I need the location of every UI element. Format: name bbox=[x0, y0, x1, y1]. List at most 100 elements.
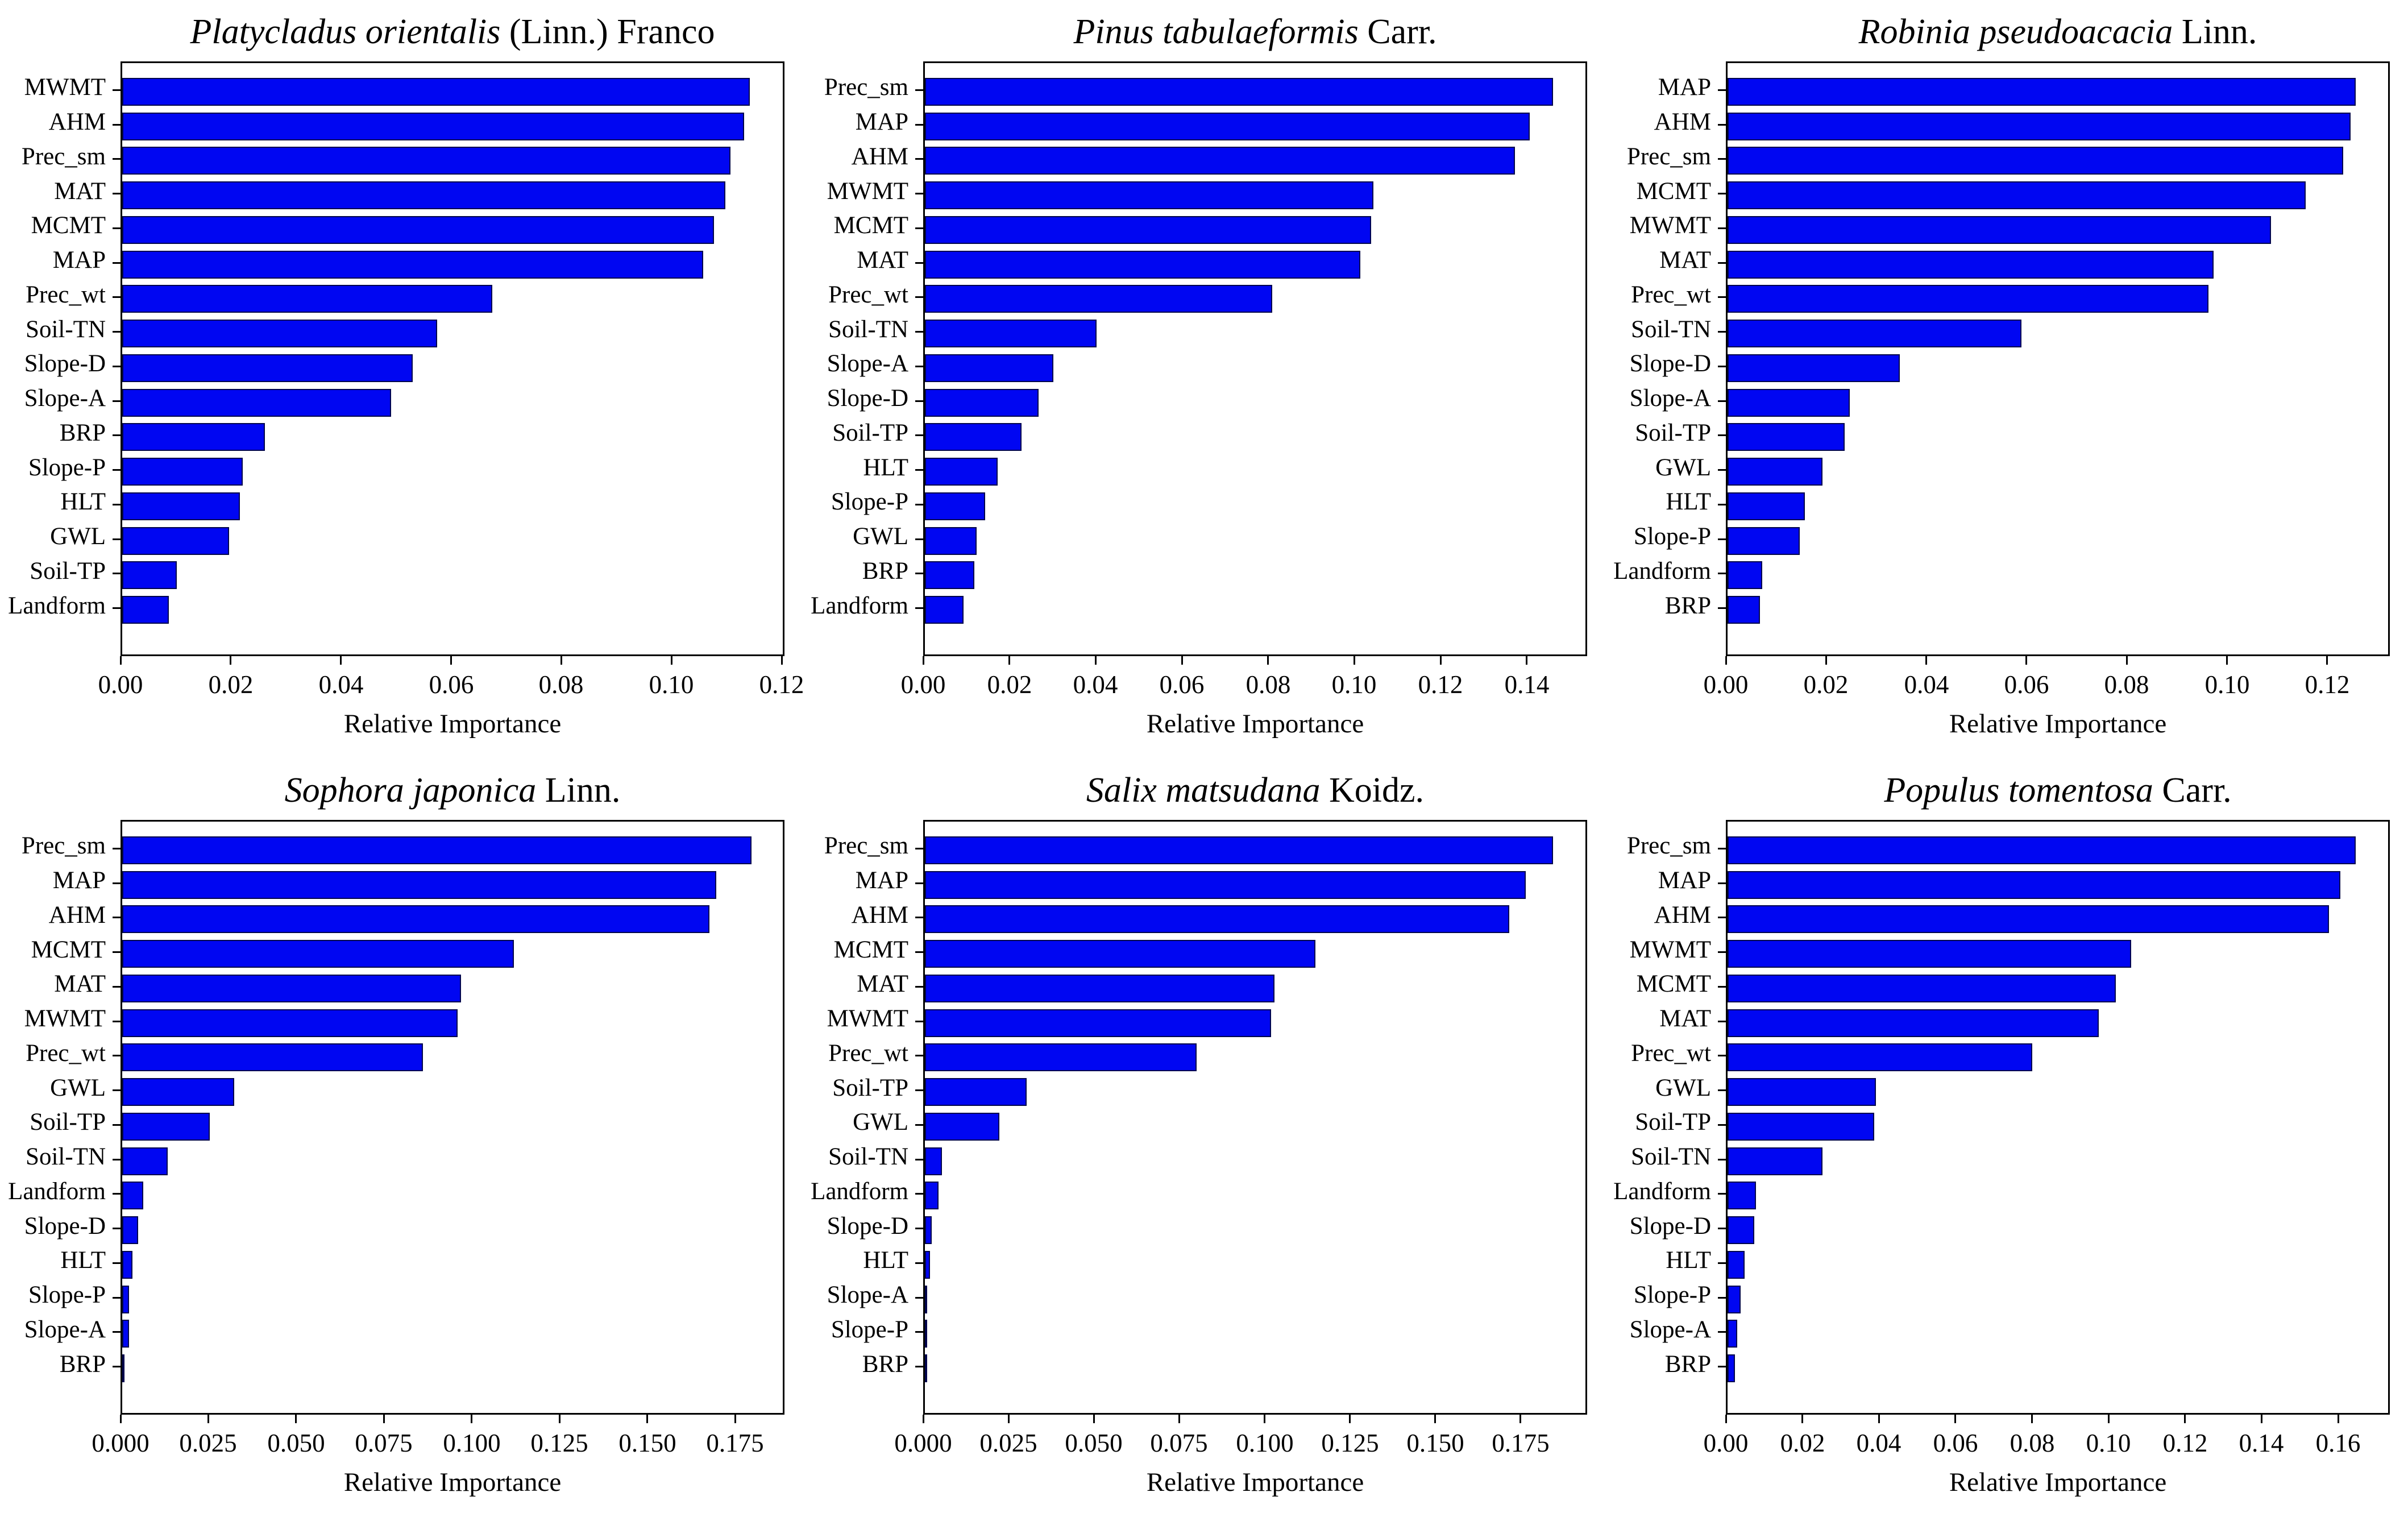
y-tick bbox=[915, 1021, 923, 1022]
y-tick bbox=[915, 1089, 923, 1091]
bar-mcmt bbox=[1728, 975, 2116, 1002]
y-tick bbox=[915, 882, 923, 884]
x-tick bbox=[781, 656, 783, 665]
x-tick bbox=[2326, 656, 2328, 665]
x-tick-label: 0.050 bbox=[1065, 1429, 1123, 1457]
y-tick bbox=[915, 124, 923, 126]
bar-map bbox=[925, 113, 1530, 140]
bar-prec-sm bbox=[1728, 836, 2356, 864]
bar-hlt bbox=[1728, 492, 1805, 520]
y-tick bbox=[113, 331, 121, 333]
y-tick bbox=[113, 227, 121, 229]
x-tick-label: 0.06 bbox=[1159, 670, 1205, 699]
x-tick-label: 0.000 bbox=[92, 1429, 150, 1457]
y-tick bbox=[1718, 89, 1726, 91]
x-tick bbox=[559, 1415, 561, 1423]
bar-slope-d bbox=[925, 389, 1039, 417]
y-tick-label-prec-wt: Prec_wt bbox=[1631, 281, 1711, 308]
y-tick bbox=[1718, 262, 1726, 264]
bar-prec-wt bbox=[925, 285, 1272, 313]
plot-area bbox=[121, 820, 784, 1415]
bar-brp bbox=[122, 1354, 124, 1382]
x-tick bbox=[923, 656, 924, 665]
bar-landform bbox=[925, 1182, 939, 1209]
y-tick-label-soil-tp: Soil-TP bbox=[1635, 420, 1711, 446]
y-tick bbox=[113, 1366, 121, 1367]
bar-prec-sm bbox=[1728, 147, 2343, 175]
y-tick-label-mat: MAT bbox=[54, 178, 106, 205]
chart-title: Populus tomentosa Carr. bbox=[1726, 764, 2390, 816]
y-tick bbox=[1718, 1089, 1726, 1091]
x-tick-label: 0.075 bbox=[355, 1429, 413, 1457]
y-tick bbox=[915, 296, 923, 298]
y-tick bbox=[1718, 1193, 1726, 1195]
bar-hlt bbox=[122, 492, 240, 520]
x-axis-title: Relative Importance bbox=[343, 709, 562, 739]
y-tick bbox=[915, 193, 923, 194]
bar-map bbox=[122, 251, 703, 279]
bar-slope-d bbox=[122, 354, 413, 382]
x-tick bbox=[230, 656, 231, 665]
bar-mcmt bbox=[925, 216, 1371, 244]
y-tick-label-landform: Landform bbox=[8, 1178, 106, 1205]
y-tick-label-brp: BRP bbox=[59, 1351, 106, 1378]
y-tick bbox=[113, 400, 121, 402]
y-tick-label-prec-wt: Prec_wt bbox=[26, 281, 106, 308]
x-tick-label: 0.050 bbox=[267, 1429, 325, 1457]
chart-title-species: Platycladus orientalis bbox=[190, 12, 501, 51]
bar-slope-p bbox=[925, 492, 985, 520]
x-tick bbox=[450, 656, 452, 665]
x-tick bbox=[1440, 656, 1442, 665]
y-tick bbox=[113, 917, 121, 918]
y-tick-label-prec-wt: Prec_wt bbox=[1631, 1040, 1711, 1067]
y-tick-label-mat: MAT bbox=[1659, 247, 1711, 273]
x-tick-label: 0.16 bbox=[2315, 1429, 2361, 1457]
x-tick-label: 0.00 bbox=[1703, 670, 1749, 699]
x-tick-label: 0.08 bbox=[2010, 1429, 2055, 1457]
x-tick bbox=[671, 656, 672, 665]
x-tick bbox=[2108, 1415, 2110, 1423]
x-tick bbox=[2226, 656, 2228, 665]
y-tick bbox=[113, 89, 121, 91]
y-tick-label-mat: MAT bbox=[857, 247, 908, 273]
y-tick-label-map: MAP bbox=[855, 867, 908, 894]
bar-slope-a bbox=[122, 1320, 129, 1348]
chart-panel-platycladus-orientalis: Platycladus orientalis (Linn.) Franco MWM… bbox=[0, 0, 804, 758]
x-tick-label: 0.04 bbox=[1856, 1429, 1902, 1457]
plot-area bbox=[923, 820, 1587, 1415]
x-tick-label: 0.100 bbox=[1236, 1429, 1294, 1457]
y-tick-label-mwmt: MWMT bbox=[1629, 936, 1711, 963]
y-tick bbox=[1718, 1159, 1726, 1160]
y-tick-label-brp: BRP bbox=[59, 420, 106, 446]
y-tick bbox=[113, 1055, 121, 1056]
y-tick-label-slope-d: Slope-D bbox=[827, 1213, 908, 1240]
y-tick bbox=[113, 366, 121, 367]
y-tick bbox=[915, 951, 923, 953]
y-tick-label-slope-d: Slope-D bbox=[1629, 350, 1711, 377]
chart-title-author: Carr. bbox=[1358, 12, 1437, 51]
plot-area bbox=[923, 61, 1587, 656]
y-tick-label-ahm: AHM bbox=[851, 902, 908, 929]
bar-soil-tp bbox=[122, 1113, 210, 1141]
chart-title: Robinia pseudoacacia Linn. bbox=[1726, 6, 2390, 58]
x-tick bbox=[1825, 656, 1827, 665]
y-tick bbox=[1718, 917, 1726, 918]
y-tick-label-soil-tn: Soil-TN bbox=[1631, 1143, 1711, 1170]
x-tick-label: 0.14 bbox=[2239, 1429, 2284, 1457]
x-tick-label: 0.175 bbox=[706, 1429, 764, 1457]
y-tick-label-hlt: HLT bbox=[60, 488, 106, 515]
y-tick bbox=[1718, 1021, 1726, 1022]
x-tick-label: 0.100 bbox=[443, 1429, 501, 1457]
y-tick bbox=[915, 366, 923, 367]
y-tick bbox=[1718, 848, 1726, 849]
bar-slope-p bbox=[122, 458, 243, 486]
x-tick-label: 0.000 bbox=[894, 1429, 952, 1457]
y-tick bbox=[915, 1193, 923, 1195]
bar-map bbox=[925, 871, 1526, 899]
bar-hlt bbox=[122, 1251, 132, 1279]
y-tick-label-prec-wt: Prec_wt bbox=[828, 1040, 908, 1067]
y-tick-label-map: MAP bbox=[52, 247, 106, 273]
bar-slope-d bbox=[1728, 1216, 1754, 1244]
bar-prec-wt bbox=[1728, 285, 2208, 313]
x-tick bbox=[295, 1415, 297, 1423]
